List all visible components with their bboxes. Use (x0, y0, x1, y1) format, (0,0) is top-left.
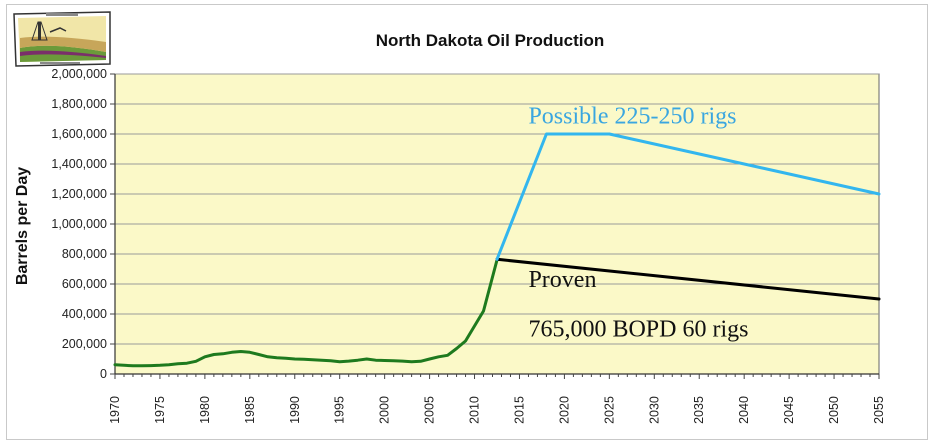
x-tick-label: 2040 (737, 396, 751, 424)
north-dakota-logo (13, 11, 111, 67)
series-line-possible-225-250-rigs (495, 132, 881, 261)
y-tick-label: 800,000 (62, 247, 107, 261)
x-tick-label: 1995 (333, 396, 347, 424)
y-tick-label: 1,000,000 (51, 217, 107, 231)
y-tick-label: 200,000 (62, 337, 107, 351)
chart-annotation: Proven (528, 267, 596, 293)
y-tick-label: 1,400,000 (51, 157, 107, 171)
y-tick-label: 600,000 (62, 277, 107, 291)
x-tick-label: 2035 (692, 396, 706, 424)
x-tick-label: 1970 (108, 396, 122, 424)
y-tick-label: 1,600,000 (51, 127, 107, 141)
chart-annotation: Possible 225-250 rigs (528, 104, 736, 130)
x-tick-label: 2030 (647, 396, 661, 424)
y-tick-label: 400,000 (62, 307, 107, 321)
x-tick-label: 2025 (602, 396, 616, 424)
series-line-historical-production (113, 258, 499, 368)
chart-title: North Dakota Oil Production (376, 31, 605, 50)
y-tick-label: 1,800,000 (51, 97, 107, 111)
x-tick-label: 2050 (827, 396, 841, 424)
x-tick-label: 1990 (288, 396, 302, 424)
x-tick-label: 2010 (468, 396, 482, 424)
x-tick-label: 2015 (512, 396, 526, 424)
y-axis-label: Barrels per Day (14, 167, 31, 285)
x-tick-label: 1980 (198, 396, 212, 424)
x-tick-label: 2005 (423, 396, 437, 424)
x-tick-label: 2045 (782, 396, 796, 424)
chart-annotation: 765,000 BOPD 60 rigs (528, 317, 748, 343)
x-tick-label: 2000 (378, 396, 392, 424)
y-tick-label: 0 (100, 367, 107, 381)
y-tick-label: 1,200,000 (51, 187, 107, 201)
x-tick-label: 2055 (872, 396, 886, 424)
series-line-proven (495, 257, 881, 301)
x-tick-label: 2020 (557, 396, 571, 424)
y-tick-label: 2,000,000 (51, 67, 107, 81)
x-tick-label: 1985 (243, 396, 257, 424)
x-tick-label: 1975 (153, 396, 167, 424)
